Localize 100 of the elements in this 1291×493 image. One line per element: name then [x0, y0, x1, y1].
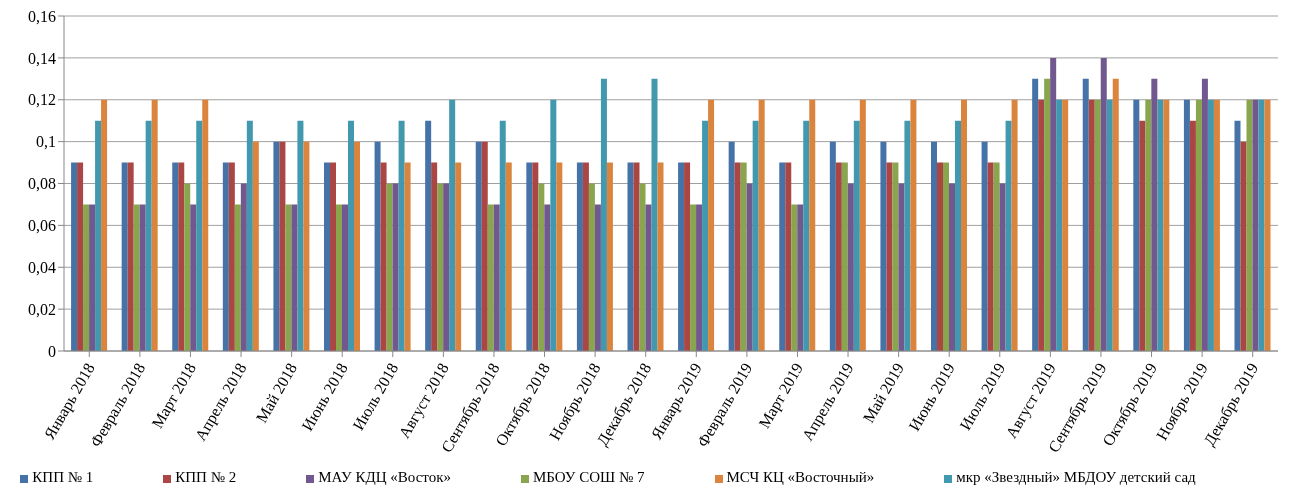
bar [797, 204, 804, 351]
bar [943, 162, 949, 351]
legend-label: мкр «Звездный» МБДОУ детский сад [956, 469, 1196, 485]
bar [835, 162, 842, 351]
bar [374, 141, 381, 351]
bar [1011, 99, 1018, 351]
bar [728, 141, 735, 351]
bar [121, 162, 128, 351]
bar [1032, 78, 1039, 351]
bar [937, 162, 943, 351]
bar [538, 183, 545, 351]
bar [1157, 99, 1164, 351]
bar [639, 183, 646, 351]
bar [386, 183, 393, 351]
bar [425, 120, 432, 351]
bar [336, 204, 342, 351]
bar [324, 162, 330, 351]
bar [77, 162, 84, 351]
bar [853, 120, 860, 351]
bar [127, 162, 134, 351]
bar [228, 162, 235, 351]
bar [1133, 99, 1140, 351]
bar [678, 162, 685, 351]
bar [1163, 99, 1170, 351]
bar [841, 162, 848, 351]
bar [898, 183, 905, 351]
bar [690, 204, 697, 351]
bar [949, 183, 955, 351]
bar [145, 120, 152, 351]
bar [303, 141, 310, 351]
bar [178, 162, 185, 351]
bar [1088, 99, 1095, 351]
bar [829, 141, 836, 351]
bar [133, 204, 140, 351]
bar [184, 183, 191, 351]
bar [1106, 99, 1113, 351]
y-tick-label: 0,08 [28, 175, 56, 193]
bar [1183, 99, 1190, 351]
bar [791, 204, 798, 351]
bar [1234, 120, 1241, 351]
bar [1062, 99, 1069, 351]
bar [803, 120, 810, 351]
bar [576, 162, 583, 351]
bar [544, 204, 551, 351]
bar [95, 120, 102, 351]
bar [404, 162, 411, 351]
bar [505, 162, 512, 351]
y-tick-label: 0,16 [28, 7, 56, 25]
bar [657, 162, 664, 351]
bar [190, 204, 197, 351]
bar [279, 141, 286, 351]
bar [532, 162, 539, 351]
y-tick-label: 0,04 [28, 258, 56, 276]
bar [291, 204, 298, 351]
y-tick-label: 0,12 [28, 91, 56, 109]
bar [961, 99, 967, 351]
bar [1240, 141, 1247, 351]
bar [1201, 78, 1208, 351]
bar [1005, 120, 1012, 351]
bar [1195, 99, 1202, 351]
bar [651, 78, 658, 351]
y-tick-label: 0 [48, 342, 56, 360]
bar [859, 99, 866, 351]
bar [955, 120, 961, 351]
bar [931, 141, 937, 351]
y-tick-label: 0,06 [28, 217, 56, 235]
bar [443, 183, 450, 351]
bar [297, 120, 304, 351]
bar [398, 120, 405, 351]
bar [449, 99, 456, 351]
bar [240, 183, 247, 351]
bar [493, 204, 500, 351]
bar [556, 162, 563, 351]
bar [487, 204, 494, 351]
bar [455, 162, 462, 351]
bar [380, 162, 387, 351]
bar [892, 162, 899, 351]
bar [886, 162, 893, 351]
bar [627, 162, 634, 351]
bar [734, 162, 741, 351]
bar [252, 141, 259, 351]
bar [481, 141, 488, 351]
bar [582, 162, 589, 351]
bar [1050, 57, 1057, 351]
bar [746, 183, 753, 351]
bar [684, 162, 691, 351]
bar [904, 120, 911, 351]
bar [1139, 120, 1146, 351]
bar [71, 162, 78, 351]
legend-label: КПП № 1 [32, 469, 94, 485]
y-tick-label: 0,14 [28, 49, 56, 67]
bar [83, 204, 90, 351]
bar [600, 78, 607, 351]
bar [993, 162, 1000, 351]
bar [273, 141, 280, 351]
bar [526, 162, 533, 351]
bar [1038, 99, 1045, 351]
bar [431, 162, 438, 351]
bar [1264, 99, 1271, 351]
bar [202, 99, 209, 351]
